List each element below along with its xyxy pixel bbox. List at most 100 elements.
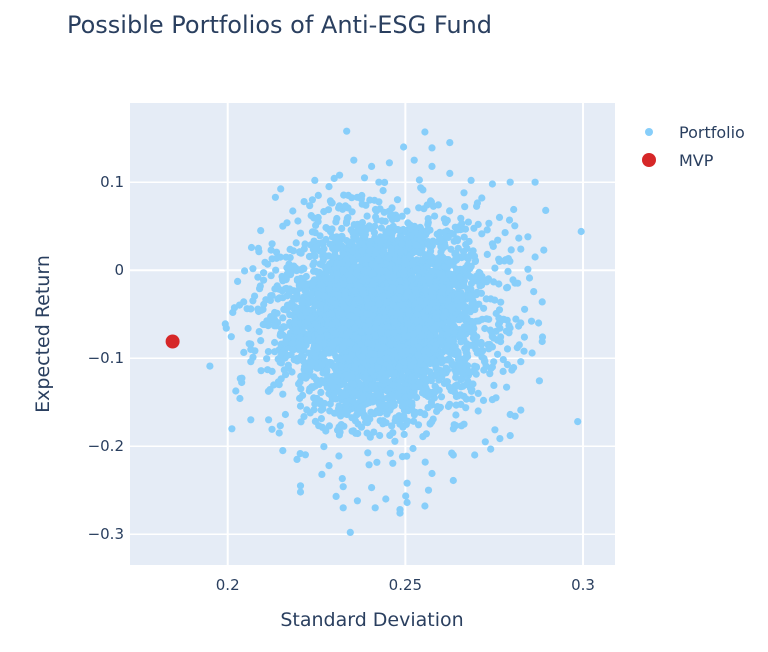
data-point-portfolio	[505, 216, 514, 224]
data-point-portfolio	[348, 427, 356, 435]
data-point-portfolio	[330, 390, 338, 398]
data-point-portfolio	[396, 248, 404, 256]
data-point-portfolio	[486, 326, 494, 334]
data-point-portfolio	[312, 353, 320, 361]
data-point-portfolio	[446, 400, 454, 408]
data-point-portfolio	[390, 255, 398, 263]
data-point-portfolio	[462, 240, 470, 249]
data-point-portfolio	[335, 202, 343, 210]
data-point-portfolio	[415, 176, 423, 184]
data-point-portfolio	[354, 318, 362, 326]
data-point-portfolio	[440, 284, 448, 292]
data-point-portfolio	[419, 389, 427, 397]
data-point-portfolio	[381, 178, 389, 186]
data-point-portfolio	[315, 344, 323, 352]
data-point-portfolio	[288, 340, 297, 348]
data-point-portfolio	[238, 374, 246, 382]
data-point-portfolio	[359, 277, 367, 285]
data-point-portfolio	[413, 311, 421, 319]
data-point-portfolio	[419, 268, 428, 276]
data-point-portfolio	[310, 373, 318, 381]
data-point-portfolio	[358, 353, 366, 361]
data-point-portfolio	[410, 417, 418, 425]
data-point-portfolio	[512, 315, 520, 323]
data-point-portfolio	[292, 295, 300, 303]
data-point-portfolio	[301, 287, 309, 295]
data-point-portfolio	[342, 219, 351, 227]
data-point-portfolio	[501, 229, 509, 237]
data-point-portfolio	[483, 226, 491, 234]
data-point-portfolio	[296, 355, 304, 363]
data-point-portfolio	[378, 401, 386, 409]
data-point-portfolio	[426, 374, 434, 382]
data-point-portfolio	[394, 391, 402, 399]
data-point-portfolio	[399, 225, 407, 234]
data-point-portfolio	[303, 406, 311, 414]
data-point-portfolio	[296, 378, 304, 386]
data-point-portfolio	[227, 333, 235, 341]
data-point-portfolio	[349, 229, 357, 237]
data-point-portfolio	[379, 336, 388, 344]
data-point-portfolio	[234, 277, 242, 285]
data-point-portfolio	[384, 329, 392, 338]
data-point-portfolio	[320, 245, 328, 253]
data-point-portfolio	[343, 305, 352, 313]
data-point-portfolio	[257, 367, 265, 375]
data-point-portfolio	[254, 244, 262, 252]
data-point-portfolio	[303, 336, 311, 344]
data-point-portfolio	[317, 281, 325, 289]
y-tick-label: 0	[114, 261, 124, 279]
data-point-portfolio	[240, 348, 248, 356]
data-point-portfolio	[424, 274, 433, 282]
data-point-portfolio	[311, 417, 319, 425]
data-point-portfolio	[342, 332, 350, 340]
data-point-portfolio	[426, 332, 434, 341]
data-point-portfolio	[432, 322, 440, 330]
data-point-portfolio	[281, 410, 289, 419]
data-point-portfolio	[495, 280, 503, 288]
data-point-portfolio	[443, 378, 451, 386]
data-point-portfolio	[315, 268, 323, 276]
data-point-portfolio	[420, 347, 428, 355]
data-point-portfolio	[307, 290, 316, 298]
data-point-portfolio	[241, 267, 249, 275]
data-point-portfolio	[338, 233, 346, 241]
data-point-portfolio	[459, 293, 467, 301]
data-point-portfolio	[358, 286, 367, 294]
data-point-portfolio	[355, 264, 363, 272]
data-point-portfolio	[410, 383, 418, 391]
y-tick-label: −0.1	[88, 349, 124, 367]
data-point-portfolio	[366, 433, 374, 441]
data-point-portfolio	[328, 233, 337, 241]
data-point-portfolio	[461, 308, 470, 316]
data-point-portfolio	[511, 222, 519, 230]
data-point-portfolio	[420, 325, 429, 333]
data-point-portfolio	[351, 324, 359, 332]
data-point-portfolio	[375, 300, 383, 308]
data-point-portfolio	[275, 294, 284, 302]
data-point-portfolio	[310, 267, 318, 275]
data-point-portfolio	[373, 458, 381, 466]
data-point-portfolio	[312, 221, 320, 229]
data-point-portfolio	[464, 377, 472, 385]
data-point-portfolio	[473, 349, 481, 357]
data-point-portfolio	[349, 397, 357, 406]
data-point-portfolio	[410, 330, 418, 338]
data-point-portfolio	[300, 413, 308, 421]
data-point-portfolio	[435, 376, 443, 384]
data-point-portfolio	[384, 228, 392, 236]
data-point-portfolio	[414, 351, 422, 359]
data-point-portfolio	[358, 200, 366, 208]
data-point-portfolio	[272, 248, 281, 256]
data-point-portfolio	[461, 203, 469, 211]
data-point-portfolio	[406, 252, 414, 260]
data-point-portfolio	[291, 307, 299, 315]
data-point-portfolio	[343, 320, 351, 328]
data-point-portfolio	[403, 417, 411, 425]
data-point-portfolio	[389, 284, 397, 292]
data-point-portfolio	[353, 281, 361, 289]
data-point-portfolio	[485, 315, 493, 323]
data-point-portfolio	[260, 276, 268, 284]
data-point-portfolio	[421, 313, 429, 321]
data-point-portfolio	[482, 295, 490, 303]
